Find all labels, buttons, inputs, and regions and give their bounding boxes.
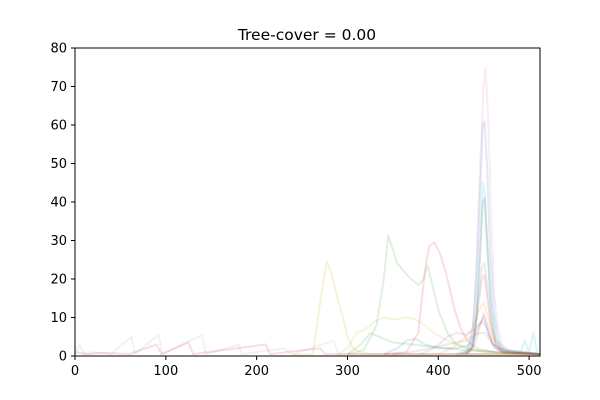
y-tick-label: 50	[50, 157, 67, 172]
x-tick-label: 0	[71, 364, 79, 379]
series-line	[383, 316, 541, 356]
series-line	[337, 316, 541, 356]
series-line	[460, 274, 541, 356]
series-line	[74, 341, 540, 356]
y-tick-label: 30	[50, 234, 67, 249]
x-axis: 0 100 200 300 400 500	[71, 356, 542, 379]
series-line	[456, 120, 541, 356]
series-line	[392, 331, 541, 356]
series-line	[347, 233, 540, 356]
series-line	[456, 66, 541, 356]
series-line	[419, 320, 541, 356]
series-line	[292, 260, 540, 356]
x-tick-label: 300	[335, 364, 360, 379]
series-line	[346, 331, 541, 356]
y-tick-label: 10	[50, 311, 67, 326]
y-tick-label: 80	[50, 42, 67, 57]
series-line	[464, 312, 541, 356]
y-tick-label: 0	[59, 350, 67, 365]
y-tick-label: 40	[50, 196, 67, 211]
series-line	[464, 197, 541, 356]
series-line	[519, 331, 540, 356]
x-tick-label: 100	[153, 364, 178, 379]
y-axis: 0 10 20 30 40 50 60 70 80	[50, 42, 75, 365]
y-tick-label: 20	[50, 273, 67, 288]
x-tick-label: 500	[517, 364, 542, 379]
y-tick-label: 70	[50, 80, 67, 95]
series-layer	[74, 66, 541, 356]
chart-title: Tree-cover = 0.00	[237, 26, 376, 44]
series-line	[383, 241, 541, 356]
series-line	[437, 301, 541, 356]
series-line	[74, 333, 540, 356]
series-line	[460, 262, 541, 356]
y-tick-label: 60	[50, 119, 67, 134]
x-tick-label: 400	[426, 364, 451, 379]
series-line	[464, 181, 541, 356]
x-tick-label: 200	[244, 364, 269, 379]
